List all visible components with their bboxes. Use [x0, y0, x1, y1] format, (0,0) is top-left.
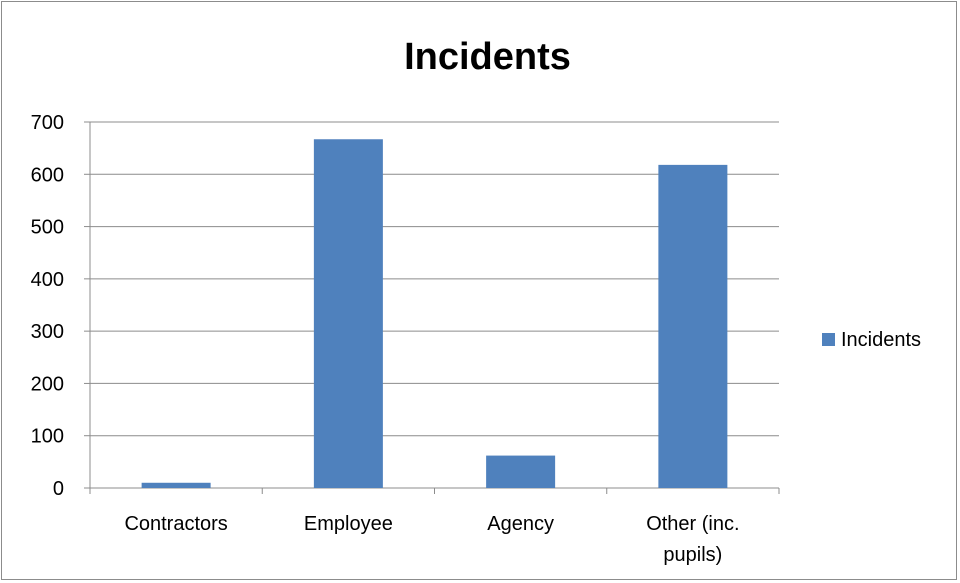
y-tick-label: 200	[31, 373, 64, 395]
bar-other-inc-pupils	[658, 164, 728, 489]
y-axis-ticks: 0 100 200 300 400 500 600 700	[31, 112, 64, 500]
x-category-label: Employee	[304, 513, 393, 535]
y-tick-label: 500	[31, 217, 64, 239]
y-tick-label: 700	[31, 112, 64, 134]
bar-contractors	[141, 482, 211, 488]
y-tick-label: 0	[53, 478, 64, 500]
legend: Incidents	[822, 329, 921, 351]
x-category-label: Other (inc. pupils)	[646, 513, 739, 566]
bars	[141, 139, 728, 489]
y-tick-label: 600	[31, 164, 64, 186]
chart-title: Incidents	[404, 36, 571, 78]
y-tick-label: 300	[31, 321, 64, 343]
y-tick-label: 100	[31, 426, 64, 448]
legend-label: Incidents	[841, 329, 921, 351]
y-tick-label: 400	[31, 269, 64, 291]
x-category-label: Agency	[487, 513, 554, 535]
x-axis-categories: Contractors Employee Agency Other (inc. pupi…	[124, 513, 739, 566]
bar-agency	[486, 455, 556, 488]
legend-swatch	[822, 333, 835, 346]
x-category-label: Contractors	[124, 513, 227, 535]
bar-employee	[313, 139, 383, 489]
